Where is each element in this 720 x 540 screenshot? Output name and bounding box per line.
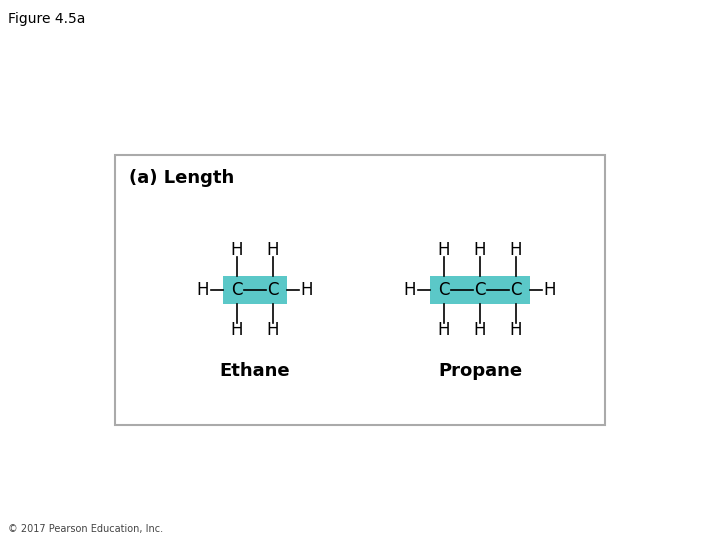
Text: H: H bbox=[230, 241, 243, 259]
Bar bbox=[115, 155, 605, 425]
Text: C: C bbox=[267, 281, 279, 299]
Text: Propane: Propane bbox=[438, 362, 522, 380]
Text: H: H bbox=[438, 241, 450, 259]
Text: C: C bbox=[231, 281, 243, 299]
Text: H: H bbox=[474, 241, 486, 259]
Text: H: H bbox=[266, 241, 279, 259]
Text: H: H bbox=[266, 321, 279, 339]
Text: (a) Length: (a) Length bbox=[129, 169, 234, 187]
Text: C: C bbox=[438, 281, 450, 299]
Text: H: H bbox=[404, 281, 416, 299]
Text: H: H bbox=[544, 281, 557, 299]
Text: Ethane: Ethane bbox=[220, 362, 290, 380]
Bar bbox=[223, 276, 287, 304]
Text: H: H bbox=[510, 321, 522, 339]
Text: H: H bbox=[510, 241, 522, 259]
Text: © 2017 Pearson Education, Inc.: © 2017 Pearson Education, Inc. bbox=[8, 524, 163, 534]
Text: Figure 4.5a: Figure 4.5a bbox=[8, 12, 86, 26]
Text: H: H bbox=[230, 321, 243, 339]
Text: H: H bbox=[197, 281, 210, 299]
Text: H: H bbox=[438, 321, 450, 339]
Text: C: C bbox=[510, 281, 522, 299]
Bar bbox=[430, 276, 530, 304]
Text: H: H bbox=[301, 281, 313, 299]
Text: C: C bbox=[474, 281, 486, 299]
Text: H: H bbox=[474, 321, 486, 339]
